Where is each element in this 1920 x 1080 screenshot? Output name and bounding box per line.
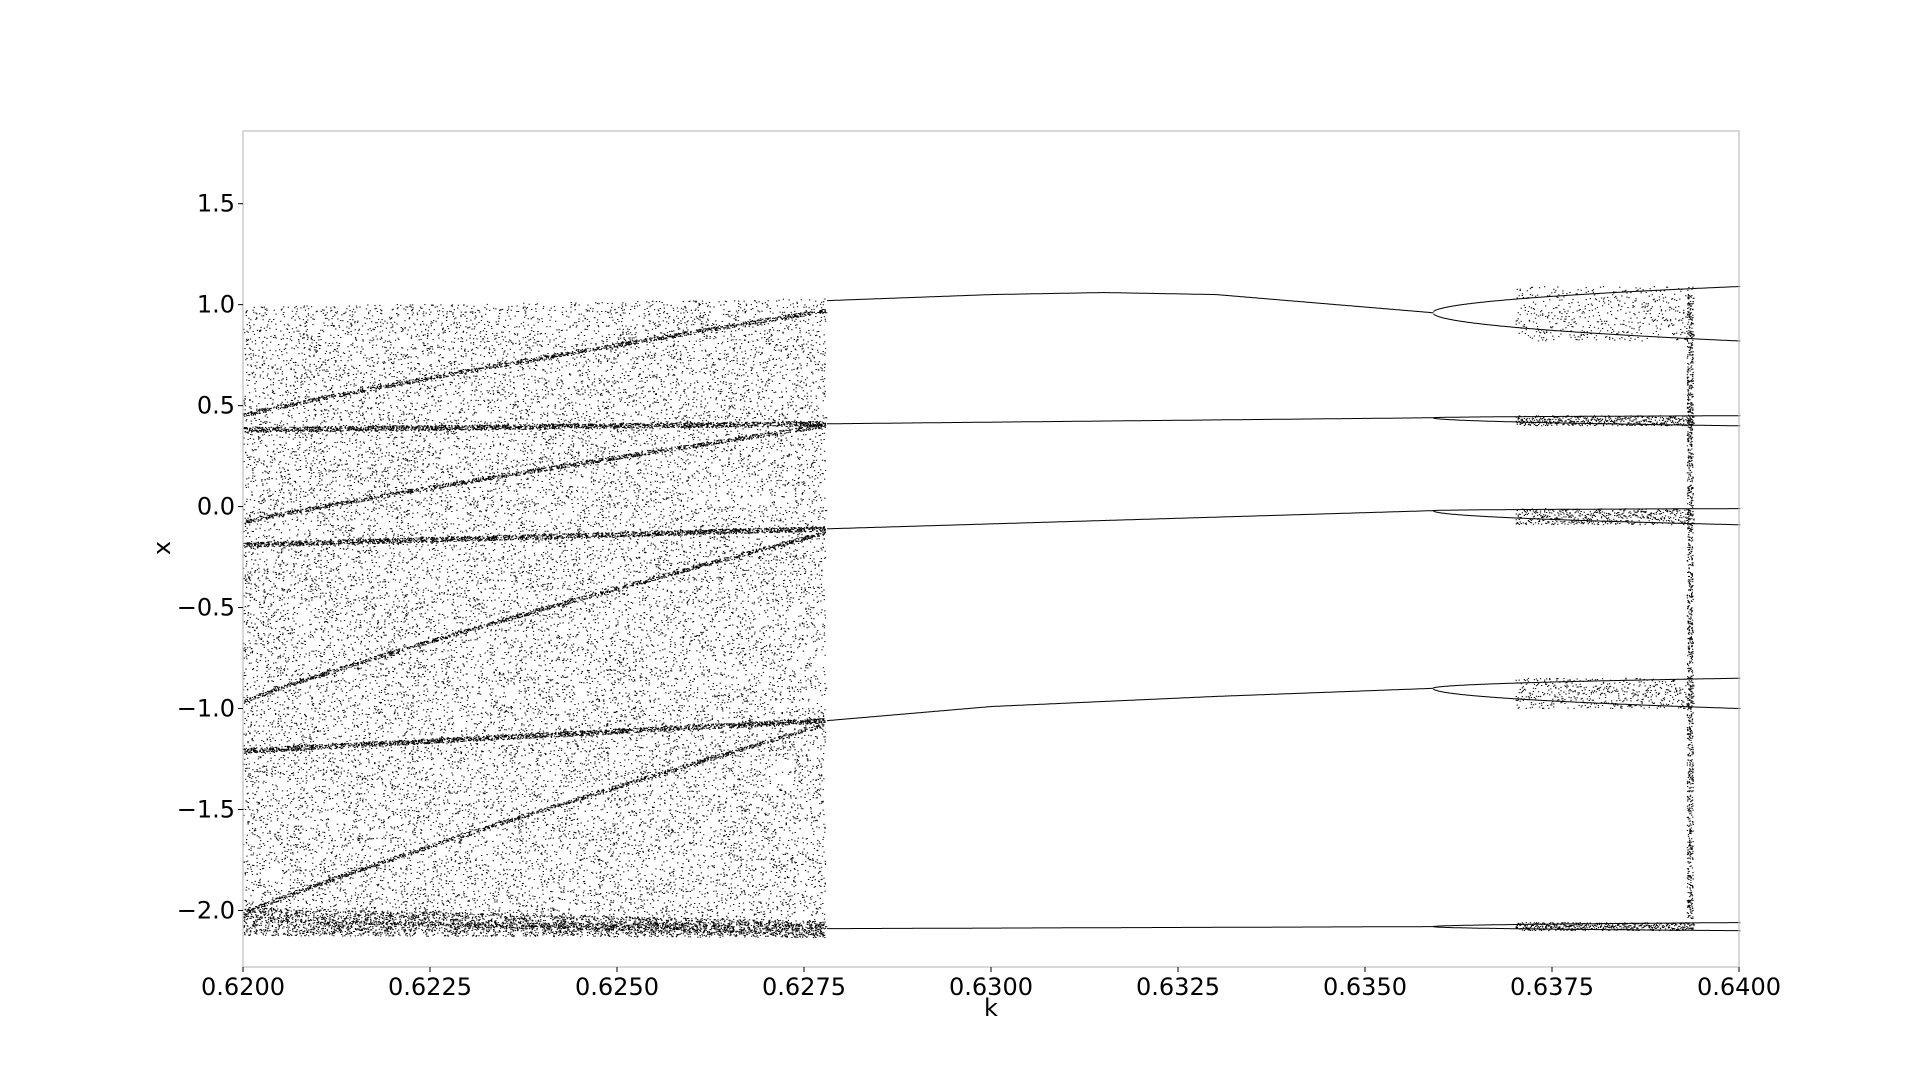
x-tick-label: 0.6225 (388, 973, 472, 1001)
y-tick-label: −1.5 (177, 795, 235, 823)
x-tick-label: 0.6375 (1510, 973, 1594, 1001)
plot-frame (242, 130, 1740, 968)
x-tick-label: 0.6400 (1697, 973, 1781, 1001)
y-tick-label: −0.5 (177, 594, 235, 622)
y-axis-ticks: 1.5 1.0 0.5 0.0 −0.5 −1.0 −1.5 −2.0 (177, 190, 243, 924)
x-tick-label: 0.6250 (575, 973, 659, 1001)
x-tick-label: 0.6200 (201, 973, 285, 1001)
x-tick-label: 0.6300 (949, 973, 1033, 1001)
scatter-points (243, 286, 1741, 939)
y-tick-label: 0.0 (197, 493, 235, 521)
y-tick-label: −1.0 (177, 695, 235, 723)
y-tick-label: 1.0 (197, 291, 235, 319)
bifurcation-points (243, 286, 1741, 939)
y-axis-label: x (148, 541, 176, 555)
y-tick-label: −2.0 (177, 896, 235, 924)
x-tick-label: 0.6350 (1323, 973, 1407, 1001)
y-tick-label: 1.5 (197, 190, 235, 218)
x-tick-label: 0.6275 (762, 973, 846, 1001)
x-axis-ticks: 0.6200 0.6225 0.6250 0.6275 0.6300 0.6325 0.63… (201, 967, 1781, 1001)
x-axis-label: k (984, 994, 998, 1022)
y-tick-label: 0.5 (197, 392, 235, 420)
x-tick-label: 0.6325 (1136, 973, 1220, 1001)
